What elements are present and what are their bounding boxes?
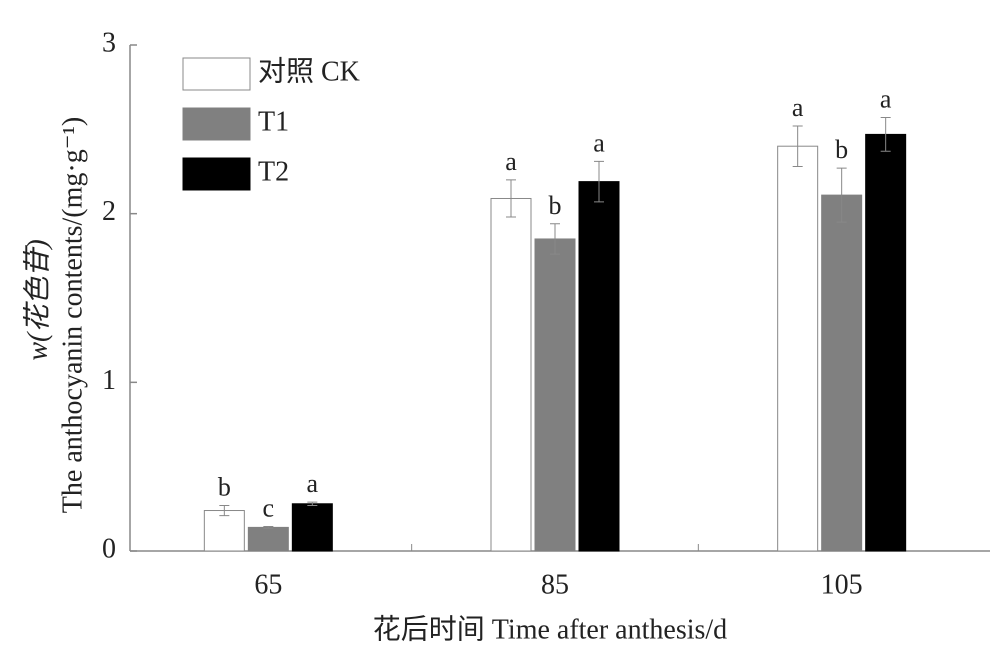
bar	[578, 181, 620, 552]
error-bar	[880, 117, 891, 152]
bar	[777, 145, 819, 552]
x-tick-label: 85	[541, 569, 569, 600]
error-bar	[307, 501, 318, 506]
y-tick-label: 2	[102, 196, 116, 227]
bar	[534, 238, 576, 552]
bar	[490, 197, 532, 552]
significance-label: b	[218, 472, 231, 501]
y-axis-label: The anthocyanin contents/(mg·g⁻¹)	[57, 117, 88, 513]
significance-label: c	[263, 494, 275, 523]
legend-label: T1	[258, 106, 289, 137]
bar	[247, 526, 289, 552]
bar	[865, 133, 907, 552]
y-tick-label: 0	[102, 533, 116, 564]
error-bar	[506, 179, 516, 218]
significance-label: a	[505, 147, 517, 176]
legend-label: 对照 CK	[258, 55, 360, 87]
x-tick-label: 65	[254, 569, 282, 600]
significance-label: a	[593, 128, 605, 157]
error-bar	[792, 125, 803, 167]
error-bar	[594, 160, 604, 203]
legend-label: T2	[258, 156, 289, 187]
y-tick-label: 1	[102, 365, 116, 396]
bar	[203, 510, 245, 552]
error-bar	[263, 526, 274, 529]
error-bar	[550, 223, 560, 255]
significance-label: b	[835, 135, 848, 164]
bar	[821, 194, 863, 552]
x-axis-label: 花后时间 Time after anthesis/d	[373, 613, 727, 645]
significance-label: b	[549, 191, 562, 220]
error-bar	[219, 504, 230, 517]
significance-label: a	[307, 469, 319, 498]
x-tick-label: 105	[821, 569, 863, 600]
y-axis-label-top: w(花色苷)	[22, 239, 53, 360]
legend-swatch	[182, 157, 251, 191]
bar	[291, 503, 333, 552]
y-tick-label: 3	[102, 27, 116, 58]
legend-swatch	[182, 107, 251, 141]
error-bar	[836, 167, 847, 223]
significance-label: a	[880, 84, 892, 113]
legend-swatch	[182, 57, 251, 91]
significance-label: a	[792, 93, 804, 122]
